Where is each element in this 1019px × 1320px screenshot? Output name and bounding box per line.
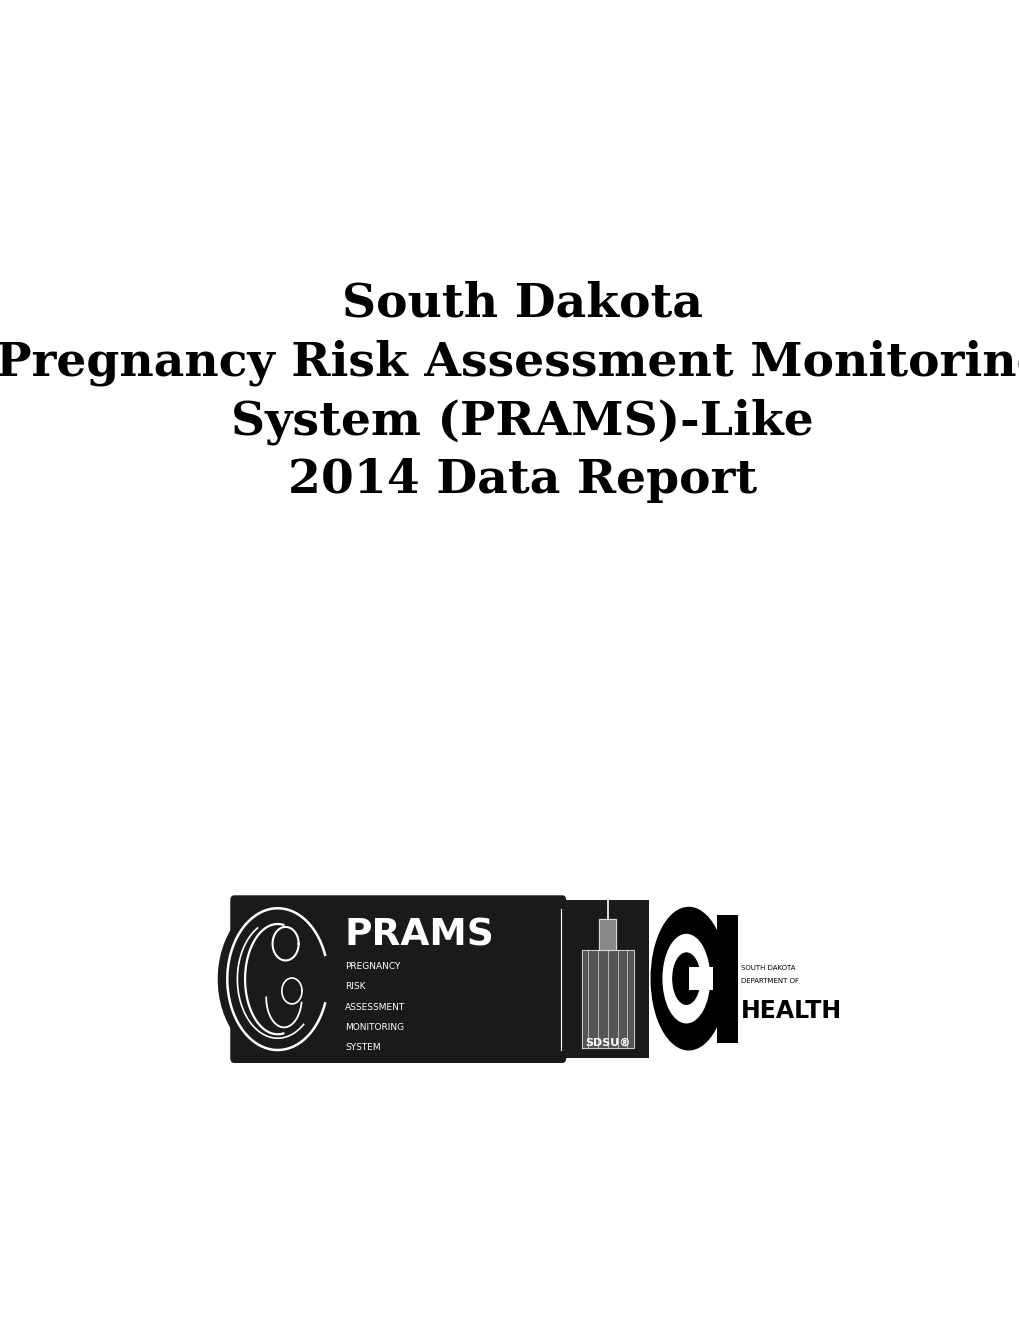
Text: 2014 Data Report: 2014 Data Report <box>287 457 757 503</box>
Text: SYSTEM: SYSTEM <box>344 1043 380 1052</box>
Text: MONITORING: MONITORING <box>344 1023 404 1032</box>
Text: PRAMS: PRAMS <box>344 917 494 953</box>
Text: RISK: RISK <box>344 982 365 991</box>
Text: SOUTH DAKOTA: SOUTH DAKOTA <box>741 965 795 970</box>
Text: Pregnancy Risk Assessment Monitoring: Pregnancy Risk Assessment Monitoring <box>0 339 1019 385</box>
Ellipse shape <box>650 907 726 1049</box>
Ellipse shape <box>662 935 709 1023</box>
Bar <box>688 968 712 990</box>
Text: South Dakota: South Dakota <box>342 280 702 326</box>
Polygon shape <box>581 950 633 1048</box>
Polygon shape <box>598 919 615 950</box>
Text: ASSESSMENT: ASSESSMENT <box>344 1003 405 1011</box>
FancyBboxPatch shape <box>230 895 566 1063</box>
Text: PREGNANCY: PREGNANCY <box>344 962 399 972</box>
Bar <box>566 900 649 1057</box>
Text: HEALTH: HEALTH <box>741 999 842 1023</box>
Text: System (PRAMS)-Like: System (PRAMS)-Like <box>231 399 813 445</box>
Bar <box>716 915 738 1043</box>
Ellipse shape <box>218 900 336 1057</box>
Text: SDSU®: SDSU® <box>585 1038 630 1048</box>
Ellipse shape <box>673 953 699 1005</box>
Text: DEPARTMENT OF: DEPARTMENT OF <box>741 978 799 983</box>
